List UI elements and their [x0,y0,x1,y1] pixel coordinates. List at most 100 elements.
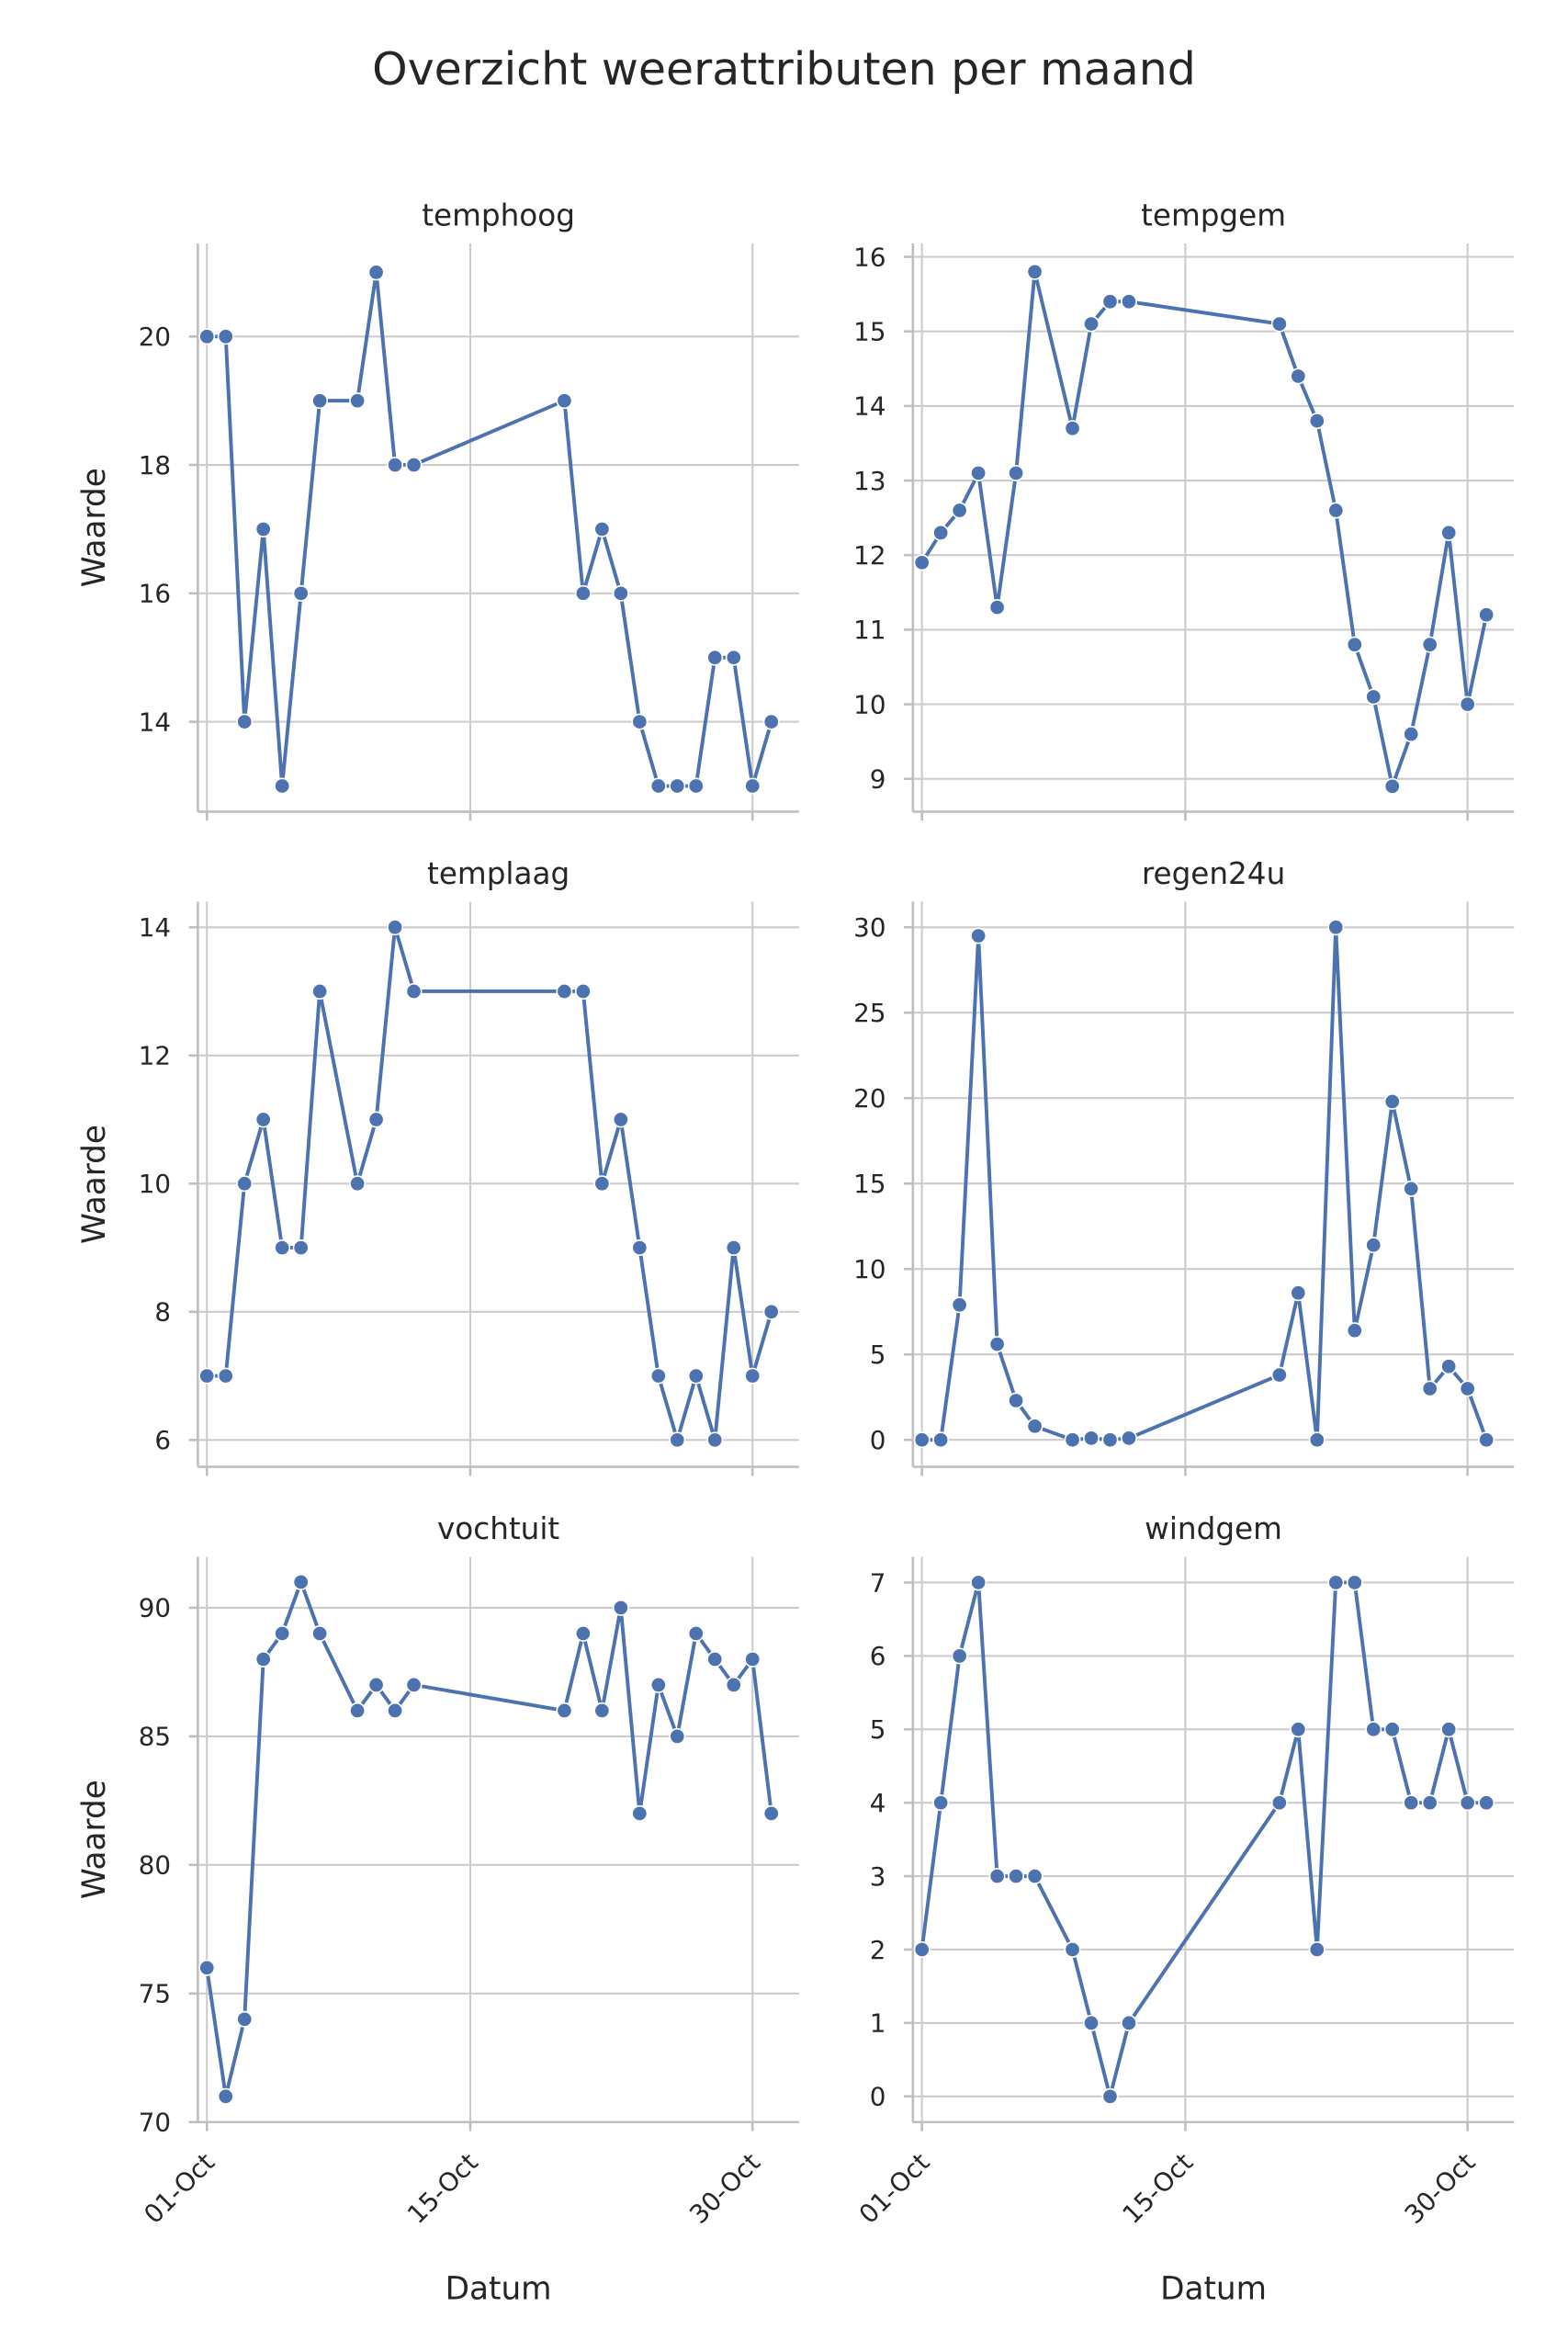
vochtuit-data-point [556,1702,573,1719]
vochtuit-data-point [687,1624,705,1642]
templaag-data-point [706,1431,724,1449]
windgem-y-tick-label: 1 [870,2008,886,2039]
templaag-data-point [556,983,573,1000]
regen24u-data-point [951,1296,968,1314]
temphoog-data-point [649,777,667,795]
tempgem-data-point [913,554,931,571]
vochtuit-y-tick-label: 90 [139,1593,171,1623]
regen24u-data-point [1026,1418,1043,1435]
windgem-data-point [1403,1794,1420,1812]
windgem-data-point [932,1794,950,1812]
windgem-x-tick-label: 01-Oct [853,2147,936,2230]
tempgem-series-line [919,269,1489,788]
regen24u-data-point [988,1336,1006,1353]
tempgem-data-point [1064,420,1081,437]
templaag-data-point [631,1239,649,1257]
windgem-data-point [1346,1574,1363,1591]
tempgem-data-point [988,599,1006,616]
regen24u-data-point [1083,1430,1100,1447]
regen24u-y-tick-label: 25 [853,998,886,1028]
temphoog-data-point [349,392,367,410]
windgem-data-point [1008,1868,1025,1885]
templaag-data-point [292,1239,310,1257]
templaag-data-point [574,983,592,1000]
tempgem-data-point [932,524,950,541]
tempgem-y-tick-label: 10 [853,689,886,719]
vochtuit-x-tick-label: 15-Oct [401,2147,484,2230]
tempgem-data-point [1440,524,1458,541]
templaag-data-point [744,1367,761,1385]
vochtuit-y-axis-label: Waarde [76,1780,113,1899]
tempgem-data-point [1403,726,1420,743]
regen24u-y-tick-label: 15 [853,1169,886,1199]
temphoog-data-point [593,520,611,537]
vochtuit-x-tick-label: 30-Oct [683,2147,766,2230]
templaag-data-point [725,1239,742,1257]
regen24u-data-point [1459,1380,1476,1397]
temphoog-data-point [217,328,234,345]
tempgem-data-point [1270,315,1288,333]
windgem-data-point [970,1574,987,1591]
regen24u-data-point [1121,1430,1137,1447]
templaag-data-point [236,1175,254,1193]
regen24u-data-point [1101,1431,1119,1449]
temphoog-data-point [367,264,385,281]
tempgem-data-point [1365,688,1382,706]
vochtuit-data-point [574,1624,592,1642]
templaag-data-point [274,1239,291,1257]
temphoog-data-point [292,584,310,602]
windgem-data-point [1440,1721,1458,1738]
temphoog-data-point [687,777,705,795]
templaag-data-point [762,1303,780,1320]
vochtuit-data-point [311,1624,329,1642]
temphoog-data-point [669,777,686,795]
windgem-data-point [1064,1941,1081,1958]
windgem-data-point [1270,1794,1288,1812]
vochtuit-data-point [349,1702,367,1719]
regen24u-data-point [1421,1380,1438,1397]
windgem-y-tick-label: 3 [870,1861,886,1892]
windgem-data-point [1290,1721,1307,1738]
regen24u-data-point [932,1431,950,1449]
regen24u-data-point [1290,1284,1307,1302]
windgem-data-point [1383,1721,1401,1738]
tempgem-data-point [1121,293,1137,311]
tempgem-data-point [1459,695,1476,713]
temphoog-data-point [556,392,573,410]
temphoog-data-point [706,649,724,666]
regen24u-y-tick-label: 30 [853,912,886,943]
tempgem-data-point [1101,293,1119,311]
windgem-data-point [913,1941,931,1958]
tempgem-y-tick-label: 14 [853,391,886,422]
windgem-y-tick-label: 7 [870,1567,886,1598]
temphoog-data-point [254,520,272,537]
vochtuit-data-point [631,1804,649,1822]
chart-title: Overzicht weerattributen per maand [372,43,1196,96]
tempgem-data-point [951,502,968,519]
vochtuit-panel-title: vochtuit [437,1511,559,1546]
tempgem-data-point [1008,464,1025,481]
vochtuit-y-tick-label: 80 [139,1850,171,1881]
templaag-y-tick-label: 8 [154,1297,171,1328]
windgem-x-tick-label: 30-Oct [1399,2147,1482,2230]
tempgem-y-tick-label: 11 [853,615,886,645]
templaag-data-point [649,1367,667,1385]
vochtuit-series-line [205,1579,773,2098]
tempgem-data-point [1478,606,1495,624]
regen24u-data-point [1346,1322,1363,1340]
temphoog-data-point [762,713,780,730]
regen24u-data-point [1383,1092,1401,1110]
windgem-data-point [1026,1868,1043,1885]
windgem-y-tick-label: 0 [870,2082,886,2112]
tempgem-y-tick-label: 15 [853,317,886,347]
tempgem-y-tick-label: 13 [853,466,886,496]
temphoog-data-point [612,584,629,602]
windgem-data-point [1083,2014,1100,2031]
temphoog-data-point [311,392,329,410]
regen24u-data-point [1064,1431,1081,1449]
templaag-data-point [217,1367,234,1385]
windgem-y-tick-label: 4 [870,1788,886,1818]
templaag-data-point [311,983,329,1000]
temphoog-data-point [274,777,291,795]
